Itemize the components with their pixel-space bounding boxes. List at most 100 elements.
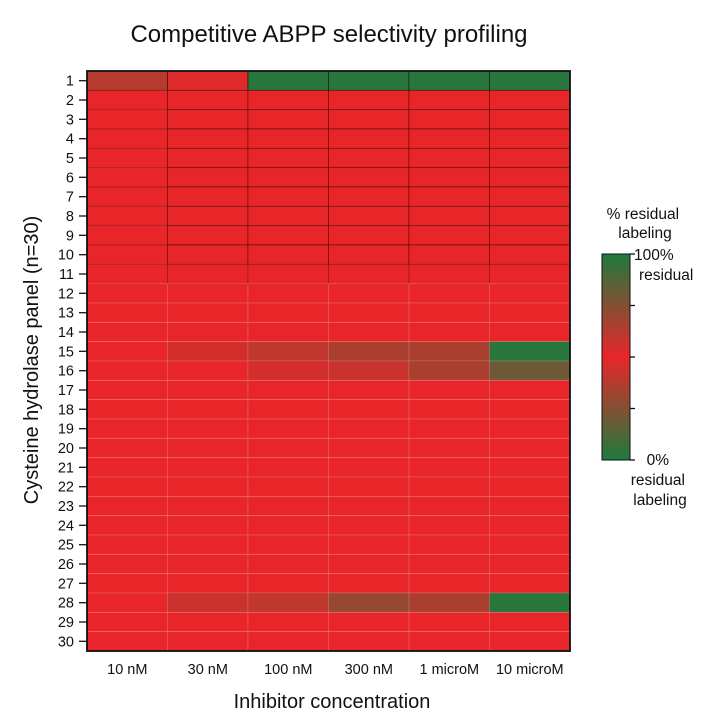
heatmap-cell: [328, 399, 410, 420]
heatmap-cell: [328, 515, 410, 536]
heatmap-cell: [489, 418, 571, 439]
heatmap-cell: [328, 147, 410, 169]
y-tick-label: 6: [66, 170, 74, 186]
y-tick-label: 24: [58, 518, 74, 534]
heatmap-cell: [408, 244, 490, 265]
heatmap-cell: [489, 167, 571, 188]
heatmap-cell: [408, 476, 490, 497]
heatmap-cell: [489, 283, 571, 304]
heatmap-cell: [408, 321, 490, 343]
y-tick-label: 8: [66, 209, 74, 225]
heatmap-cell: [247, 631, 329, 652]
x-tick-labels: 10 nM 30 nM 100 nM 300 nM 1 microM 10 microM: [107, 662, 563, 678]
heatmap-cell: [489, 611, 571, 633]
x-tick-label: 1 microM: [419, 662, 479, 678]
heatmap-cell: [408, 167, 490, 188]
colorbar-top-label-line-1: 100%: [634, 247, 674, 264]
y-tick-label: 28: [58, 596, 74, 612]
heatmap-cell: [86, 302, 168, 323]
heatmap-cell: [489, 631, 571, 652]
heatmap-cell: [408, 205, 490, 227]
heatmap-cell: [408, 186, 490, 207]
heatmap-cell: [328, 573, 410, 594]
colorbar-title-line-2: labeling: [618, 225, 671, 242]
heatmap-cell: [328, 457, 410, 478]
y-tick-label: 19: [58, 422, 74, 438]
heatmap-cell: [167, 592, 249, 613]
heatmap-cell: [328, 128, 410, 149]
heatmap-cell: [489, 457, 571, 478]
x-tick-label: 30 nM: [188, 662, 228, 678]
colorbar-bottom-label-line-2: residual: [631, 472, 685, 489]
heatmap-cell: [247, 205, 329, 227]
colorbar-title-line-1: % residual: [607, 206, 679, 223]
heatmap-cell: [489, 147, 571, 169]
y-tick-label: 4: [66, 132, 74, 148]
heatmap-cell: [247, 399, 329, 420]
heatmap-cell: [328, 495, 410, 517]
x-axis-label: Inhibitor concentration: [234, 691, 431, 713]
y-tick-label: 1: [66, 74, 74, 90]
heatmap-cell: [489, 534, 571, 555]
heatmap-cell: [247, 147, 329, 169]
heatmap-cell: [247, 476, 329, 497]
heatmap-cell: [167, 147, 249, 169]
heatmap-cell: [328, 631, 410, 652]
heatmap-cell: [86, 283, 168, 304]
heatmap-cell: [328, 321, 410, 343]
heatmap-cell: [247, 534, 329, 555]
heatmap-cell: [167, 89, 249, 111]
heatmap-cell: [328, 244, 410, 265]
heatmap-cell: [167, 457, 249, 478]
heatmap-cell: [167, 573, 249, 594]
heatmap-cell: [167, 109, 249, 130]
heatmap-cell: [328, 476, 410, 497]
heatmap-cell: [489, 495, 571, 517]
heatmap-cell: [86, 321, 168, 343]
y-tick-label: 5: [66, 151, 74, 167]
y-tick-label: 9: [66, 228, 74, 244]
heatmap-cell: [167, 534, 249, 555]
heatmap-cell: [328, 70, 410, 91]
heatmap-cell: [167, 515, 249, 536]
heatmap-cell: [86, 495, 168, 517]
heatmap-cell: [328, 186, 410, 207]
heatmap-cell: [328, 611, 410, 633]
heatmap-cell: [408, 437, 490, 459]
x-tick-label: 300 nM: [345, 662, 393, 678]
heatmap-cell: [247, 128, 329, 149]
heatmap-cell: [86, 553, 168, 575]
heatmap-cell: [408, 592, 490, 613]
heatmap-cell: [408, 457, 490, 478]
heatmap-cell: [247, 341, 329, 362]
plot-frame: [86, 70, 571, 652]
heatmap-cell: [86, 437, 168, 459]
heatmap-cell: [86, 341, 168, 362]
heatmap-cell: [408, 128, 490, 149]
heatmap-cell: [247, 186, 329, 207]
heatmap-cell: [328, 283, 410, 304]
heatmap-cell: [167, 128, 249, 149]
heatmap-cell: [489, 360, 571, 381]
heatmap-cell: [247, 553, 329, 575]
heatmap-cell: [408, 418, 490, 439]
heatmap-cell: [328, 553, 410, 575]
y-tick-label: 25: [58, 538, 74, 554]
heatmap-cell: [86, 534, 168, 555]
heatmap-cell: [408, 611, 490, 633]
heatmap-cell: [167, 360, 249, 381]
heatmap-cell: [167, 553, 249, 575]
heatmap-cell: [408, 573, 490, 594]
y-tick-label: 12: [58, 286, 74, 302]
heatmap-cell: [86, 128, 168, 149]
heatmap-cell: [86, 244, 168, 265]
y-tick-label: 29: [58, 615, 74, 631]
heatmap-cell: [489, 399, 571, 420]
chart-title: Competitive ABPP selectivity profiling: [130, 21, 527, 48]
heatmap-cell: [247, 167, 329, 188]
heatmap-cell: [167, 302, 249, 323]
colorbar-bottom-label-line-3: labeling: [633, 492, 686, 509]
heatmap-cell: [247, 611, 329, 633]
heatmap-cell: [167, 399, 249, 420]
